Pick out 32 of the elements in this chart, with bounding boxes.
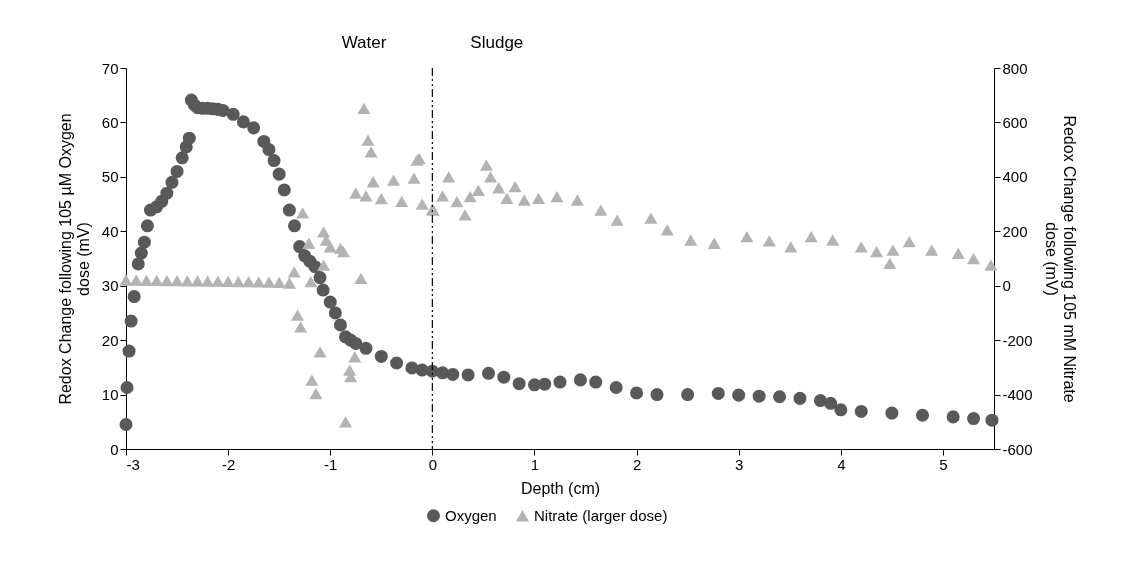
y-tick-label: 50 <box>101 168 119 186</box>
legend-label: Nitrate (larger dose) <box>534 506 668 524</box>
legend-label: Oxygen <box>445 506 497 524</box>
x-tick-label: -1 <box>324 455 338 473</box>
y-tick-label: 10 <box>101 386 119 404</box>
x-tick-label: -2 <box>221 455 236 473</box>
y2-tick-label: 0 <box>1002 277 1011 295</box>
y2-tick-label: 800 <box>1002 59 1028 77</box>
y2-tick-label: 600 <box>1002 113 1028 131</box>
y2-tick-label: -600 <box>1002 440 1033 458</box>
y2-tick-label: -200 <box>1002 331 1033 349</box>
x-tick-label: 3 <box>735 455 744 473</box>
text: Water <box>341 33 387 52</box>
y-tick-label: 30 <box>101 277 119 295</box>
y2-tick-label: -400 <box>1002 386 1033 404</box>
x-tick-label: -3 <box>126 455 140 473</box>
y-tick-label: 60 <box>101 113 119 131</box>
y-tick-label: 40 <box>101 222 119 240</box>
y-axis-title: Redox Change following 105 µM Oxygen dose (mV) <box>56 113 92 405</box>
x-tick-label: 0 <box>428 455 438 473</box>
x-tick-label: 1 <box>530 455 540 473</box>
y-tick-label: 70 <box>101 59 119 77</box>
text: Sludge <box>470 33 524 52</box>
y-tick-label: 20 <box>101 331 119 349</box>
x-tick-label: 5 <box>939 455 948 473</box>
x-tick-label: 2 <box>632 455 642 473</box>
y2-tick-label: 200 <box>1002 222 1028 240</box>
y2-axis-title: Redox Change following 105 mM Nitrate dose (mV) <box>1042 115 1078 403</box>
y-tick-label: 0 <box>110 440 119 458</box>
x-tick-label: 4 <box>837 455 846 473</box>
y2-tick-label: 400 <box>1002 168 1028 186</box>
x-axis-title: Depth (cm) <box>520 479 601 497</box>
